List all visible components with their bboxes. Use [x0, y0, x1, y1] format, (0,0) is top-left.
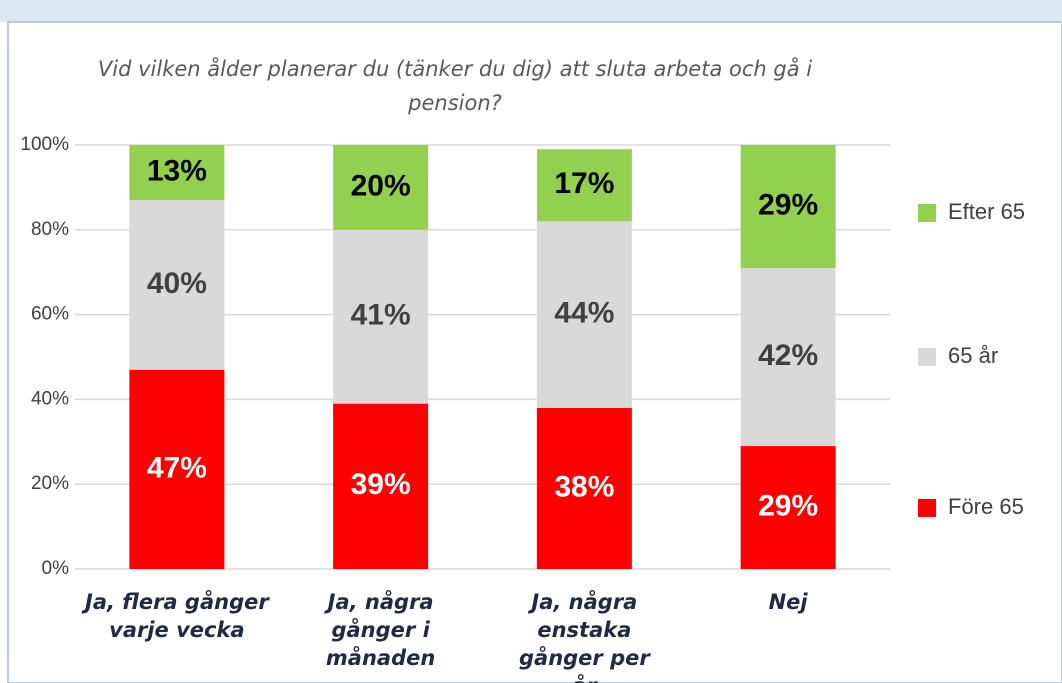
data-label: 13% — [147, 154, 207, 187]
data-label: 47% — [147, 451, 207, 484]
bar-segment — [536, 221, 632, 408]
bar-segment — [740, 267, 836, 447]
legend-label: 65 år — [948, 343, 998, 368]
data-label: 17% — [554, 167, 614, 200]
x-tick-label: Ja, några gånger i månaden — [325, 590, 436, 670]
bar-segment — [333, 229, 429, 404]
y-tick-label: 60% — [31, 304, 69, 325]
x-tick-label: Ja, några enstaka gånger per år — [519, 590, 650, 683]
bar-segment — [536, 149, 632, 222]
legend-swatch — [918, 348, 936, 366]
bar-segment — [129, 145, 225, 201]
y-tick-label: 40% — [31, 388, 69, 409]
data-label: 40% — [147, 267, 207, 300]
chart-title: Vid vilken ålder planerar du (tänker du … — [97, 57, 813, 115]
data-label: 44% — [554, 297, 614, 330]
bar-segment — [740, 446, 836, 569]
y-tick-label: 100% — [20, 134, 69, 155]
bar-segment — [333, 403, 429, 569]
legend-label: Efter 65 — [948, 199, 1025, 224]
data-label: 29% — [758, 489, 818, 522]
y-tick-label: 20% — [31, 473, 69, 494]
data-label: 29% — [758, 188, 818, 221]
x-tick-label: Ja, flera gånger varje vecka — [85, 590, 269, 642]
data-label: 20% — [351, 169, 411, 202]
y-tick-label: 80% — [31, 219, 69, 240]
bar-segment — [333, 145, 429, 230]
legend-swatch — [918, 204, 936, 222]
bar-segment — [536, 407, 632, 569]
frame — [7, 21, 1062, 683]
bar-segment — [129, 200, 225, 370]
bar-segment — [740, 145, 836, 268]
data-label: 39% — [351, 468, 411, 501]
legend-swatch — [918, 499, 936, 517]
data-label: 42% — [758, 339, 818, 372]
y-tick-label: 0% — [42, 558, 70, 579]
bar-segment — [129, 369, 225, 569]
data-label: 41% — [351, 299, 411, 332]
legend-label: Före 65 — [948, 494, 1024, 519]
data-label: 38% — [554, 470, 614, 503]
top-band — [0, 0, 1062, 22]
x-tick-label: Nej — [768, 590, 808, 614]
